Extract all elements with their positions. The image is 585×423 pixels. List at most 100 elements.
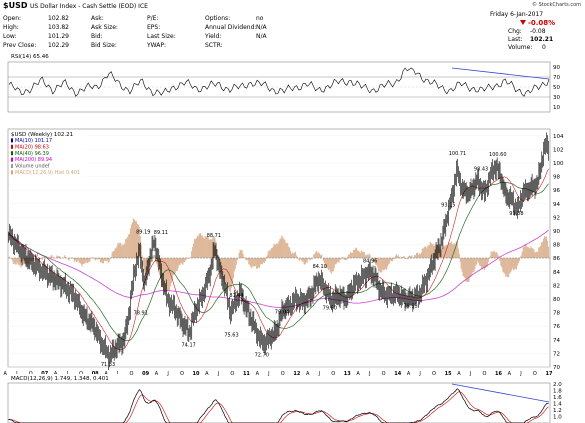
histogram-bar: [109, 258, 111, 259]
histogram-bar: [357, 250, 360, 258]
histogram-bar: [387, 258, 390, 265]
histogram-bar: [122, 244, 124, 258]
price-tick-label: 72: [553, 351, 560, 357]
price-tick-label: 84: [553, 270, 560, 276]
histogram-bar: [425, 248, 427, 258]
histogram-bar: [211, 239, 213, 258]
histogram-bar: [245, 258, 247, 261]
histogram-bar: [163, 258, 166, 292]
histogram-bar: [374, 258, 376, 262]
histogram-bar: [135, 221, 137, 258]
stat-label-yield: Yield:: [205, 33, 222, 40]
histogram-bar: [402, 256, 404, 258]
legend-label: Volume undef: [15, 164, 50, 170]
stat-label-ask-size: Ask Size:: [91, 24, 118, 31]
histogram-bar: [475, 258, 477, 266]
histogram-bar: [295, 255, 297, 258]
histogram-bar: [389, 258, 392, 261]
histogram-bar: [190, 257, 192, 258]
histogram-bar: [89, 258, 91, 262]
histogram-bar: [281, 235, 283, 258]
histogram-bar: [87, 258, 89, 264]
histogram-bar: [313, 254, 315, 258]
histogram-bar: [319, 253, 321, 258]
histogram-bar: [121, 245, 123, 258]
price-tick-label: 70: [553, 365, 560, 371]
histogram-bar: [466, 258, 468, 282]
histogram-bar: [320, 255, 322, 258]
histogram-bar: [519, 256, 521, 258]
price-tick-label: 102: [553, 147, 564, 153]
histogram-bar: [486, 258, 488, 267]
histogram-bar: [157, 258, 159, 267]
price-annotation: 74.17: [182, 343, 196, 349]
histogram-bar: [124, 243, 126, 258]
histogram-bar: [424, 246, 426, 258]
histogram-bar: [120, 243, 122, 258]
histogram-bar: [543, 238, 545, 258]
histogram-bar: [51, 255, 53, 258]
histogram-bar: [224, 258, 227, 285]
stat-value-options: no: [256, 15, 264, 22]
stat-value-low: 101.29: [48, 33, 69, 40]
watermark: © StockCharts.com: [532, 2, 582, 8]
histogram-bar: [494, 252, 496, 258]
histogram-bar: [346, 258, 348, 261]
histogram-bar: [450, 241, 453, 258]
histogram-bar: [203, 238, 205, 258]
histogram-bar: [484, 258, 487, 269]
histogram-bar: [161, 258, 164, 288]
histogram-bar: [384, 258, 387, 269]
rsi-title: RSI(14) 65.46: [11, 54, 49, 60]
stat-label-bid: Bid:: [91, 33, 103, 40]
histogram-bar: [103, 258, 105, 261]
histogram-bar: [367, 255, 369, 258]
histogram-bar: [324, 258, 327, 268]
x-axis-label: A: [356, 371, 360, 377]
histogram-bar: [100, 258, 103, 263]
histogram-bar: [168, 258, 170, 291]
price-tick-label: 78: [553, 311, 560, 317]
histogram-bar: [460, 258, 462, 269]
histogram-bar: [113, 251, 115, 258]
histogram-bar: [141, 255, 143, 258]
histogram-bar: [108, 258, 110, 262]
x-axis-label: J: [368, 371, 370, 377]
price-annotation: 79.93: [403, 303, 417, 309]
price-annotation: 84.10: [313, 264, 327, 270]
histogram-bar: [278, 241, 280, 258]
histogram-bar: [384, 258, 386, 270]
histogram-bar: [17, 258, 19, 265]
histogram-bar: [282, 236, 284, 258]
histogram-bar: [200, 235, 202, 258]
histogram-bar: [507, 258, 509, 278]
histogram-bar: [84, 258, 86, 264]
histogram-bar: [320, 254, 323, 258]
histogram-bar: [238, 252, 240, 258]
price-tick-label: 90: [553, 229, 560, 235]
histogram-bar: [545, 236, 548, 258]
histogram-bar: [272, 246, 274, 258]
histogram-bar: [542, 241, 544, 258]
stat-label-last-size: Last Size:: [147, 33, 176, 40]
price-tick-label: 80: [553, 297, 560, 303]
histogram-bar: [513, 258, 516, 270]
histogram-bar: [67, 258, 70, 261]
histogram-bar: [207, 236, 209, 258]
histogram-bar: [403, 255, 405, 258]
histogram-bar: [91, 257, 93, 258]
histogram-bar: [381, 258, 383, 273]
rsi-tick-label: 30: [553, 95, 560, 101]
histogram-bar: [523, 246, 525, 258]
histogram-bar: [539, 246, 541, 258]
histogram-bar: [498, 256, 500, 258]
histogram-bar: [399, 258, 401, 259]
x-axis-label: 10: [193, 371, 200, 377]
histogram-bar: [529, 248, 531, 258]
stat-label-eps: EPS:: [147, 24, 161, 31]
histogram-bar: [375, 258, 377, 265]
histogram-bar: [112, 251, 114, 258]
price-title: $USD (Weekly) 102.21: [11, 132, 73, 138]
histogram-bar: [186, 257, 188, 258]
histogram-bar: [243, 257, 245, 258]
